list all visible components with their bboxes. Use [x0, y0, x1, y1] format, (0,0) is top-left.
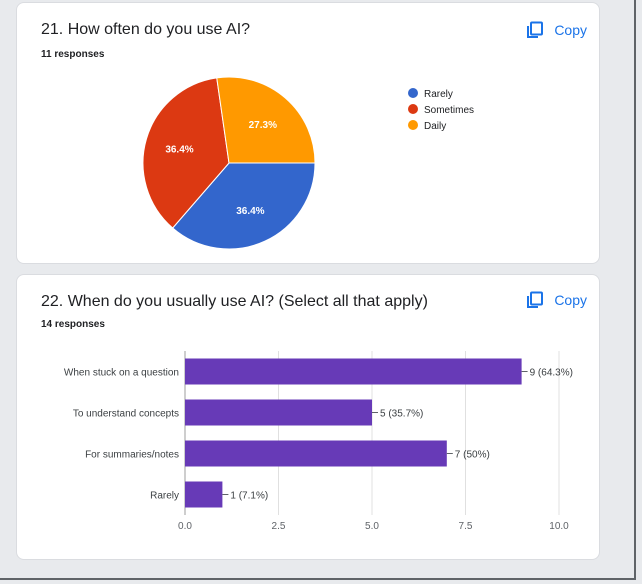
copy-button[interactable]: Copy	[526, 291, 587, 309]
legend-label-sometimes: Sometimes	[424, 105, 474, 116]
pie-slice-daily	[216, 76, 316, 164]
x-tick-label: 10.0	[549, 521, 569, 532]
bar	[185, 440, 447, 467]
legend-label-daily: Daily	[424, 121, 446, 132]
question-card-22: 22. When do you usually use AI? (Select …	[16, 274, 600, 560]
category-label: To understand concepts	[73, 409, 179, 420]
response-count: 14 responses	[41, 319, 105, 330]
bar	[185, 358, 522, 385]
category-label: When stuck on a question	[64, 368, 179, 379]
legend-label-rarely: Rarely	[424, 89, 453, 100]
bar	[185, 481, 223, 508]
pie-slice-label: 36.4%	[236, 206, 264, 217]
copy-icon	[527, 291, 544, 308]
data-label: 5 (35.7%)	[380, 409, 423, 420]
pie-slice-rarely	[171, 162, 316, 250]
legend-marker-daily	[408, 120, 418, 130]
legend-marker-rarely	[408, 88, 418, 98]
x-tick-label: 5.0	[365, 521, 379, 532]
x-tick-label: 7.5	[459, 521, 473, 532]
bar-chart: 0.0 2.5 5.0 7.5 10.0 When stuck on a question…	[64, 351, 573, 532]
data-label: 9 (64.3%)	[530, 368, 573, 379]
category-label: For summaries/notes	[85, 450, 179, 461]
data-label: 1 (7.1%)	[230, 491, 268, 502]
x-tick-label: 2.5	[272, 521, 286, 532]
copy-button[interactable]: Copy	[526, 21, 587, 39]
legend-marker-sometimes	[408, 104, 418, 114]
copy-label: Copy	[554, 22, 587, 38]
category-label: Rarely	[150, 491, 179, 502]
pie-chart: 36.4% 36.4% 27.3% Rarely Sometimes Daily	[142, 76, 474, 250]
pie-slice-label: 27.3%	[249, 120, 277, 131]
copy-icon	[527, 21, 544, 38]
response-count: 11 responses	[41, 49, 105, 60]
copy-label: Copy	[554, 292, 587, 308]
x-tick-label: 0.0	[178, 521, 192, 532]
bar	[185, 399, 372, 426]
question-title: 22. When do you usually use AI? (Select …	[41, 293, 428, 310]
pie-slice-sometimes	[142, 77, 230, 229]
data-label: 7 (50%)	[455, 450, 490, 461]
pie-slice-label: 36.4%	[165, 145, 193, 156]
question-card-21: 21. How often do you use AI? 11 response…	[16, 2, 600, 264]
question-title: 21. How often do you use AI?	[41, 21, 251, 38]
